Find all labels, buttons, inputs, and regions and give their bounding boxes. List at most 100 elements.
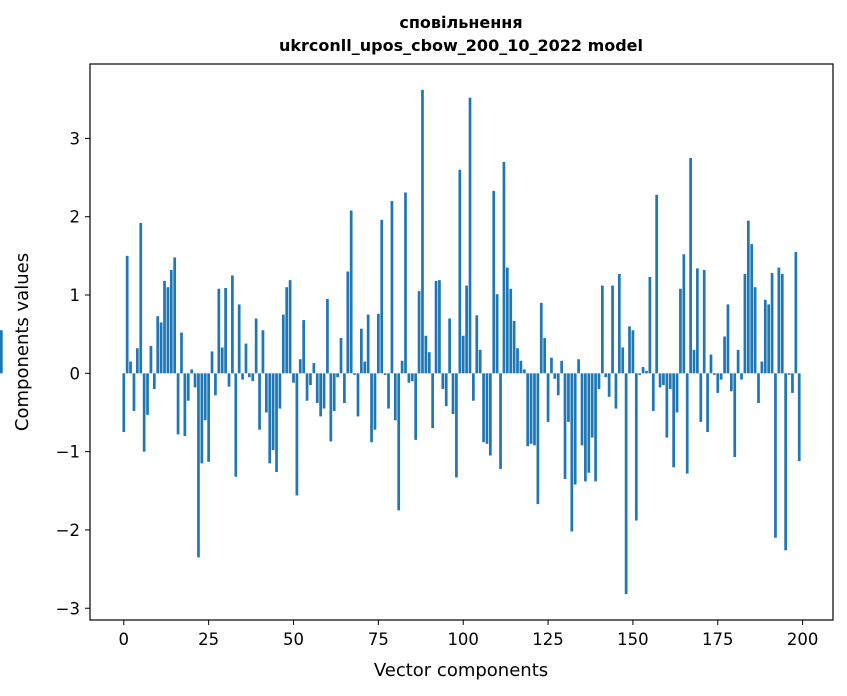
bar bbox=[397, 373, 401, 511]
bar bbox=[784, 373, 788, 551]
bar bbox=[770, 273, 774, 374]
bar bbox=[763, 299, 767, 374]
bar bbox=[729, 373, 733, 392]
bar bbox=[746, 220, 750, 374]
bar bbox=[645, 370, 648, 374]
bar bbox=[217, 288, 221, 374]
bar bbox=[214, 373, 217, 396]
bar bbox=[0, 330, 3, 374]
bar bbox=[271, 373, 275, 451]
x-tick-label: 200 bbox=[787, 630, 819, 649]
bar bbox=[448, 318, 451, 374]
bar bbox=[166, 287, 170, 374]
bar bbox=[726, 304, 730, 374]
bar bbox=[760, 361, 764, 374]
bar bbox=[797, 373, 801, 462]
bar bbox=[319, 373, 322, 417]
bar bbox=[777, 267, 781, 374]
bar bbox=[573, 373, 577, 485]
bar bbox=[719, 373, 723, 380]
bar bbox=[210, 351, 214, 374]
bar bbox=[373, 373, 377, 430]
bars-group bbox=[0, 89, 801, 595]
bar bbox=[662, 373, 665, 386]
x-tick-label: 150 bbox=[617, 630, 649, 649]
bar bbox=[169, 269, 173, 374]
x-tick-label: 0 bbox=[119, 630, 130, 649]
bar bbox=[601, 285, 604, 374]
bar bbox=[258, 373, 261, 430]
bar bbox=[414, 373, 418, 440]
bar bbox=[689, 157, 692, 374]
bar bbox=[499, 373, 502, 469]
bar bbox=[702, 269, 706, 374]
y-axis-ticks: −3 −2 −1 0 1 2 3 bbox=[56, 129, 90, 618]
bar bbox=[451, 373, 455, 415]
bar bbox=[298, 359, 302, 374]
bar bbox=[787, 373, 791, 375]
bar bbox=[553, 373, 557, 379]
bar bbox=[159, 322, 163, 374]
bar bbox=[390, 201, 394, 374]
bar bbox=[400, 360, 404, 374]
bar bbox=[234, 373, 238, 477]
bar bbox=[410, 373, 414, 382]
bar bbox=[393, 373, 397, 421]
bar bbox=[241, 373, 244, 380]
bar bbox=[516, 348, 519, 374]
bar bbox=[295, 373, 299, 496]
bar bbox=[427, 352, 431, 374]
bar bbox=[665, 373, 669, 438]
bar bbox=[706, 373, 709, 433]
bar bbox=[723, 336, 726, 374]
bar bbox=[200, 373, 204, 464]
bar bbox=[590, 373, 594, 438]
bar bbox=[142, 373, 146, 452]
bar bbox=[594, 373, 597, 482]
bar bbox=[774, 373, 777, 538]
bar bbox=[139, 222, 143, 374]
bar bbox=[791, 373, 794, 393]
bar bbox=[556, 373, 560, 396]
bar bbox=[658, 373, 662, 388]
bar bbox=[794, 251, 798, 374]
bar bbox=[264, 373, 268, 413]
x-tick-label: 175 bbox=[702, 630, 734, 649]
bar bbox=[475, 315, 479, 374]
bar bbox=[278, 373, 282, 409]
bar bbox=[197, 373, 200, 558]
bar bbox=[424, 335, 428, 374]
bar bbox=[709, 354, 713, 374]
x-tick-label: 100 bbox=[447, 630, 479, 649]
bar bbox=[699, 373, 703, 422]
x-tick-label: 75 bbox=[368, 630, 389, 649]
bar bbox=[421, 89, 424, 374]
bar bbox=[227, 373, 231, 387]
bar bbox=[173, 257, 177, 374]
bar bbox=[733, 373, 737, 458]
bar bbox=[455, 373, 458, 478]
bar bbox=[753, 287, 757, 374]
bar bbox=[292, 373, 295, 383]
bar bbox=[461, 335, 465, 374]
bar bbox=[183, 373, 187, 436]
bar bbox=[780, 273, 784, 374]
bar bbox=[512, 320, 516, 374]
bar bbox=[244, 343, 248, 374]
bar bbox=[492, 190, 496, 374]
bar bbox=[587, 373, 591, 473]
bar bbox=[509, 288, 513, 374]
bar bbox=[231, 275, 234, 374]
bar bbox=[526, 373, 530, 447]
bar bbox=[472, 373, 475, 401]
bar bbox=[417, 291, 421, 374]
bar bbox=[353, 373, 356, 375]
bar bbox=[679, 288, 682, 374]
bar bbox=[621, 347, 625, 374]
bar bbox=[485, 373, 489, 444]
bar bbox=[135, 348, 139, 374]
plot-frame bbox=[89, 63, 834, 621]
bar bbox=[607, 373, 611, 397]
bar bbox=[237, 304, 241, 374]
bar bbox=[360, 328, 363, 374]
